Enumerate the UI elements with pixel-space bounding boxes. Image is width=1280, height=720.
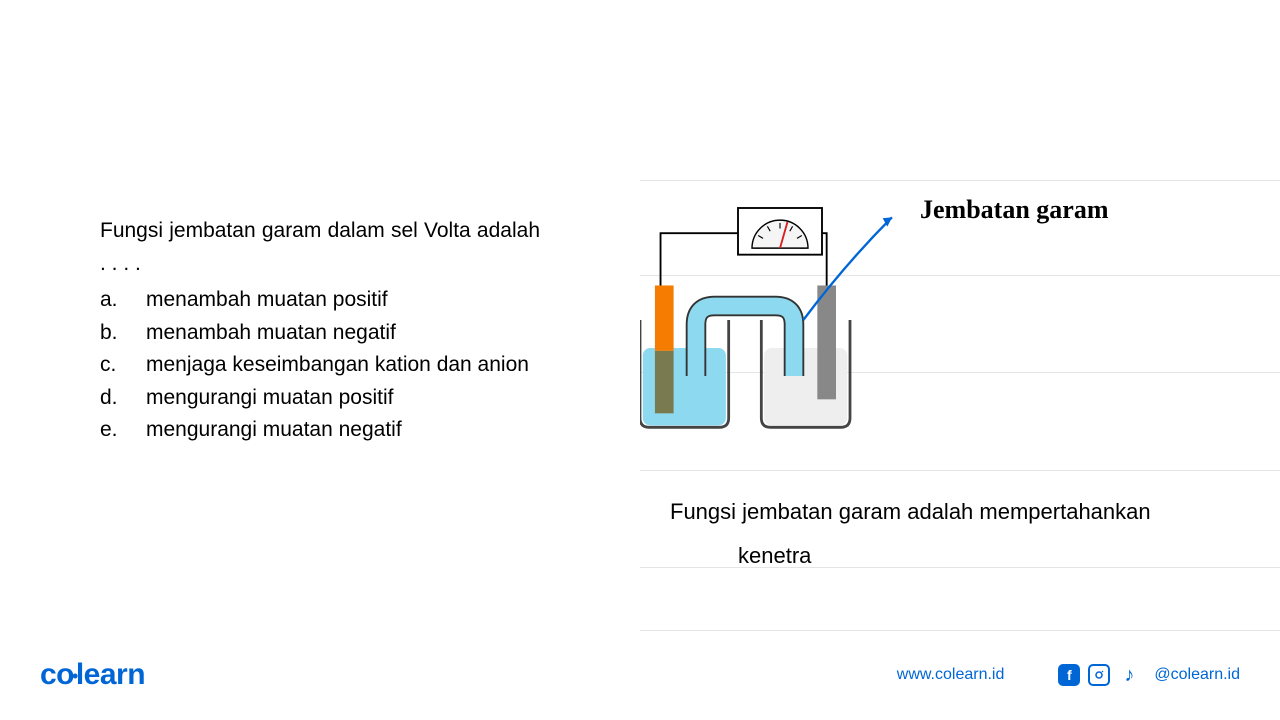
social-handle: @colearn.id: [1154, 666, 1240, 684]
instagram-icon: [1088, 664, 1110, 686]
salt-bridge-label: Jembatan garam: [920, 195, 1108, 225]
option-text: menambah muatan positif: [146, 284, 540, 317]
answer-text: Fungsi jembatan garam adalah mempertahan…: [670, 490, 1151, 578]
notebook-line: [640, 180, 1280, 181]
question-panel: Fungsi jembatan garam dalam sel Volta ad…: [100, 215, 540, 447]
option-letter: b.: [100, 317, 146, 350]
option-c: c. menjaga keseimbangan kation dan anion: [100, 349, 540, 382]
colearn-logo: co•learn: [40, 658, 145, 692]
footer: co•learn www.colearn.id f ♪ @colearn.id: [0, 658, 1280, 692]
option-letter: c.: [100, 349, 146, 382]
electrode-right: [817, 285, 836, 399]
notebook-line: [640, 470, 1280, 471]
option-letter: d.: [100, 382, 146, 415]
option-letter: a.: [100, 284, 146, 317]
voltaic-cell-diagram: [640, 190, 920, 450]
option-letter: e.: [100, 414, 146, 447]
options-list: a. menambah muatan positif b. menambah m…: [100, 284, 540, 447]
logo-part2: learn: [76, 658, 145, 691]
question-text: Fungsi jembatan garam dalam sel Volta ad…: [100, 215, 540, 280]
option-d: d. mengurangi muatan positif: [100, 382, 540, 415]
option-a: a. menambah muatan positif: [100, 284, 540, 317]
footer-right: www.colearn.id f ♪ @colearn.id: [897, 664, 1240, 686]
answer-line1: Fungsi jembatan garam adalah mempertahan…: [670, 499, 1151, 524]
website-url: www.colearn.id: [897, 666, 1005, 684]
electrode-left-top: [655, 285, 674, 350]
answer-line2: kenetra: [738, 543, 811, 568]
facebook-icon: f: [1058, 664, 1080, 686]
option-text: mengurangi muatan negatif: [146, 414, 540, 447]
option-b: b. menambah muatan negatif: [100, 317, 540, 350]
electrode-left-immersed: [655, 351, 674, 414]
option-text: mengurangi muatan positif: [146, 382, 540, 415]
wire-left: [661, 233, 738, 285]
logo-part1: co: [40, 658, 74, 691]
option-e: e. mengurangi muatan negatif: [100, 414, 540, 447]
notebook-line: [640, 630, 1280, 631]
social-icons: f ♪: [1058, 664, 1140, 686]
tiktok-icon: ♪: [1118, 664, 1140, 686]
option-text: menjaga keseimbangan kation dan anion: [146, 349, 540, 382]
option-text: menambah muatan negatif: [146, 317, 540, 350]
